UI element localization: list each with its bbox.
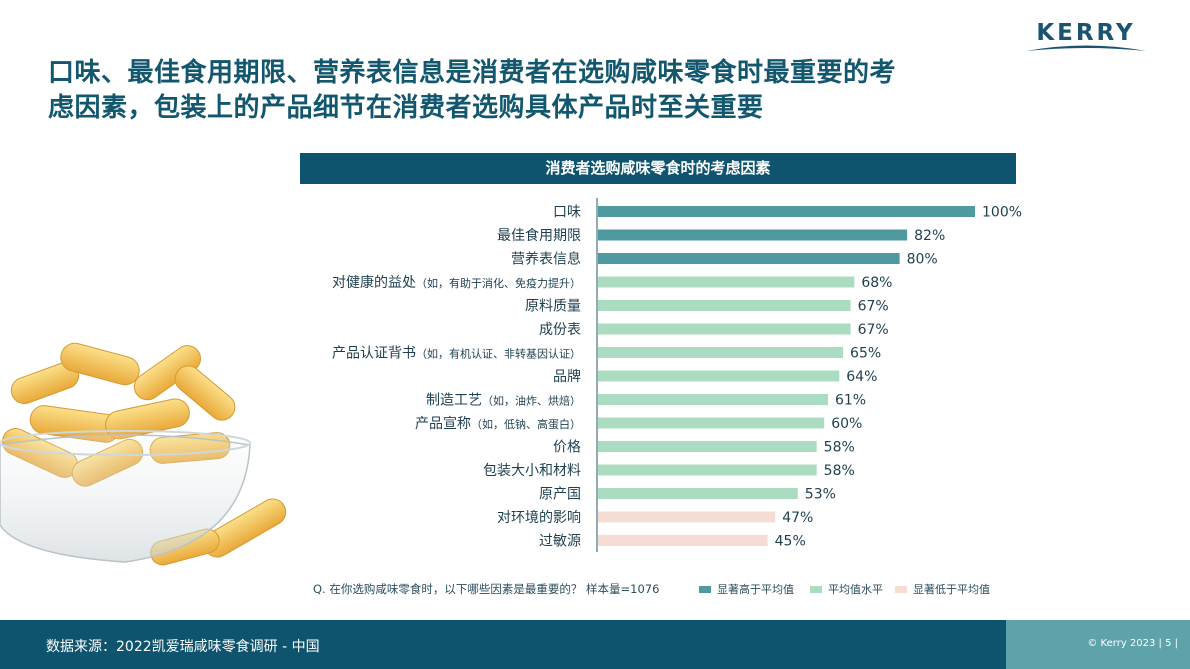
- category-label: 制造工艺（如，油炸、烘焙）: [426, 393, 581, 409]
- bar: [598, 370, 840, 382]
- value-label: 67%: [858, 299, 889, 315]
- legend-swatch-avg: [810, 585, 822, 593]
- bar: [598, 300, 851, 311]
- category-label: 最佳食用期限: [497, 227, 581, 244]
- page-title: 口味、最佳食用期限、营养表信息是消费者在选购咸味零食时最重要的考 虑因素，包装上…: [48, 56, 1018, 126]
- legend-swatch-above: [699, 585, 711, 593]
- footer-side-bar: [1006, 620, 1190, 669]
- value-label: 68%: [861, 275, 892, 291]
- legend-item-above: 显著高于平均值: [699, 582, 794, 596]
- bar: [598, 276, 855, 288]
- value-label: 61%: [835, 393, 866, 409]
- value-label: 47%: [782, 510, 813, 526]
- value-label: 58%: [824, 463, 855, 479]
- bar: [598, 417, 825, 429]
- chart-title: 消费者选购咸味零食时的考虑因素: [300, 153, 1016, 184]
- legend-label-below: 显著低于平均值: [913, 583, 990, 596]
- bar: [598, 206, 975, 217]
- bar: [598, 488, 798, 499]
- category-label: 产品宣称（如，低钠、高蛋白）: [415, 416, 581, 432]
- bar: [598, 394, 828, 405]
- title-line-1: 口味、最佳食用期限、营养表信息是消费者在选购咸味零食时最重要的考: [48, 58, 897, 88]
- bar: [598, 229, 908, 241]
- legend-label-above: 显著高于平均值: [717, 583, 794, 596]
- value-label: 67%: [858, 322, 889, 338]
- legend-item-below: 显著低于平均值: [895, 582, 990, 596]
- footer-bar: [0, 620, 1006, 669]
- category-label: 产品认证背书（如，有机认证、非转基因认证）: [332, 346, 581, 362]
- value-label: 65%: [850, 346, 881, 362]
- category-label: 原料质量: [525, 299, 581, 315]
- category-label: 过敏源: [539, 534, 581, 550]
- legend-item-avg: 平均值水平: [810, 582, 883, 596]
- value-label: 80%: [907, 252, 938, 268]
- value-label: 45%: [775, 534, 806, 550]
- category-label: 对环境的影响: [497, 510, 581, 526]
- category-label: 成份表: [539, 322, 581, 338]
- bar: [598, 347, 844, 358]
- category-label: 营养表信息: [511, 251, 581, 268]
- bar: [598, 253, 900, 264]
- bar: [598, 511, 776, 523]
- category-label: 品牌: [553, 368, 581, 385]
- snack-bowl-image: [0, 342, 287, 566]
- copyright: © Kerry 2023 | 5 |: [1087, 638, 1178, 649]
- data-source: 数据来源：2022凯爱瑞咸味零食调研 - 中国: [46, 639, 320, 655]
- category-label: 原产国: [539, 487, 581, 503]
- value-label: 60%: [831, 416, 862, 432]
- logo-text: KERRY: [1036, 20, 1136, 46]
- title-line-2: 虑因素，包装上的产品细节在消费者选购具体产品时至关重要: [48, 93, 764, 123]
- kerry-logo: KERRY: [1024, 20, 1148, 54]
- value-label: 53%: [805, 487, 836, 503]
- bar: [598, 441, 817, 452]
- legend-label-avg: 平均值水平: [828, 583, 883, 596]
- survey-question: Q. 在你选购咸味零食时，以下哪些因素是最重要的？ 样本量=1076: [313, 582, 660, 596]
- bar: [598, 464, 817, 476]
- value-label: 100%: [982, 205, 1022, 221]
- value-label: 58%: [824, 440, 855, 456]
- bar: [598, 323, 851, 335]
- bar-chart: 口味 100% 最佳食用期限 82% 营养表信息 80% 对健康的益处（如，有助于消化、免疫…: [332, 198, 1022, 552]
- category-label: 价格: [553, 440, 581, 456]
- bar: [598, 535, 768, 546]
- value-label: 64%: [846, 369, 877, 385]
- legend-swatch-below: [895, 585, 907, 593]
- value-label: 82%: [914, 228, 945, 244]
- category-label: 口味: [553, 205, 581, 221]
- logo-swoosh-icon: [1026, 45, 1146, 51]
- category-label: 包装大小和材料: [483, 463, 581, 479]
- category-label: 对健康的益处（如，有助于消化、免疫力提升）: [332, 274, 581, 291]
